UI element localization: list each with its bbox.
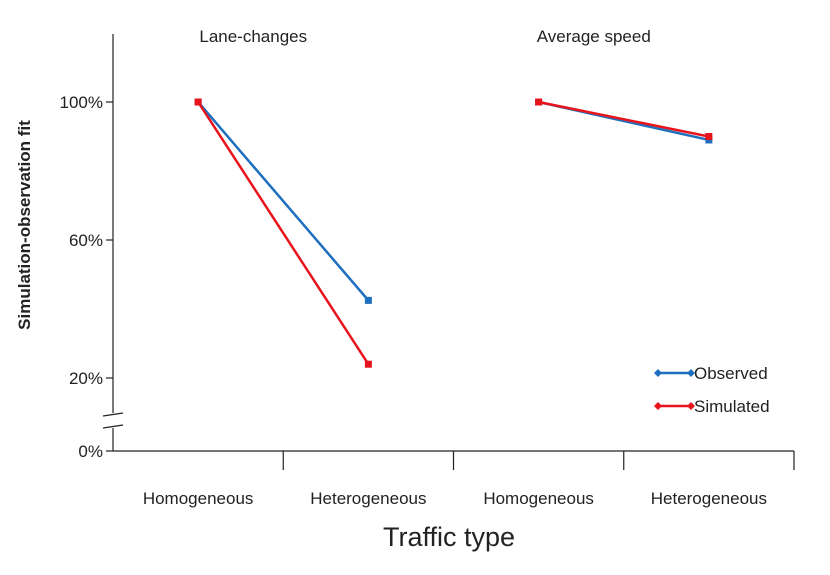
panel-title-lane-changes: Lane-changes [199,27,307,46]
legend: Observed Simulated [654,364,770,416]
legend-marker-left-simulated [654,402,662,410]
panel-titles: Lane-changes Average speed [199,27,650,46]
y-axis-title: Simulation-observation fit [15,120,34,330]
legend-marker-right-observed [687,369,695,377]
legend-label-observed: Observed [694,364,768,383]
series-line-lane-changes-simulated [197,101,370,365]
panel-title-average-speed: Average speed [537,27,651,46]
x-axis-title: Traffic type [383,522,515,552]
series-layer [194,98,713,368]
x-ticks: Homogeneous Heterogeneous Homogeneous Heter… [143,451,795,508]
axis-break-mark-lower [102,424,124,429]
x-tick-label-homogeneous-1: Homogeneous [143,489,254,508]
y-tick-label-zero: 0% [78,442,103,461]
y-tick-label-20: 20% [69,369,103,388]
y-tick-label-100: 100% [60,93,103,112]
series-line-average-speed-simulated [538,100,710,138]
y-ticks: 20% 60% 100% [60,93,113,388]
x-tick-label-homogeneous-2: Homogeneous [483,489,594,508]
x-tick-label-heterogeneous-1: Heterogeneous [310,489,426,508]
data-point-lane-changes-observed-2 [364,296,372,304]
y-axis: 0% Simulation-observation fit [15,34,124,461]
data-point-average-speed-simulated-2 [705,133,713,140]
y-tick-label-60: 60% [69,231,103,250]
data-point-lane-changes-simulated-1 [194,98,202,106]
legend-marker-left-observed [654,369,662,377]
legend-marker-right-simulated [687,402,695,410]
series-line-lane-changes-observed [197,101,370,302]
x-tick-label-heterogeneous-2: Heterogeneous [651,489,767,508]
data-point-lane-changes-simulated-2 [364,360,372,368]
data-point-average-speed-simulated-1 [535,98,543,106]
legend-label-simulated: Simulated [694,397,770,416]
axis-break-mark-upper [102,412,124,417]
